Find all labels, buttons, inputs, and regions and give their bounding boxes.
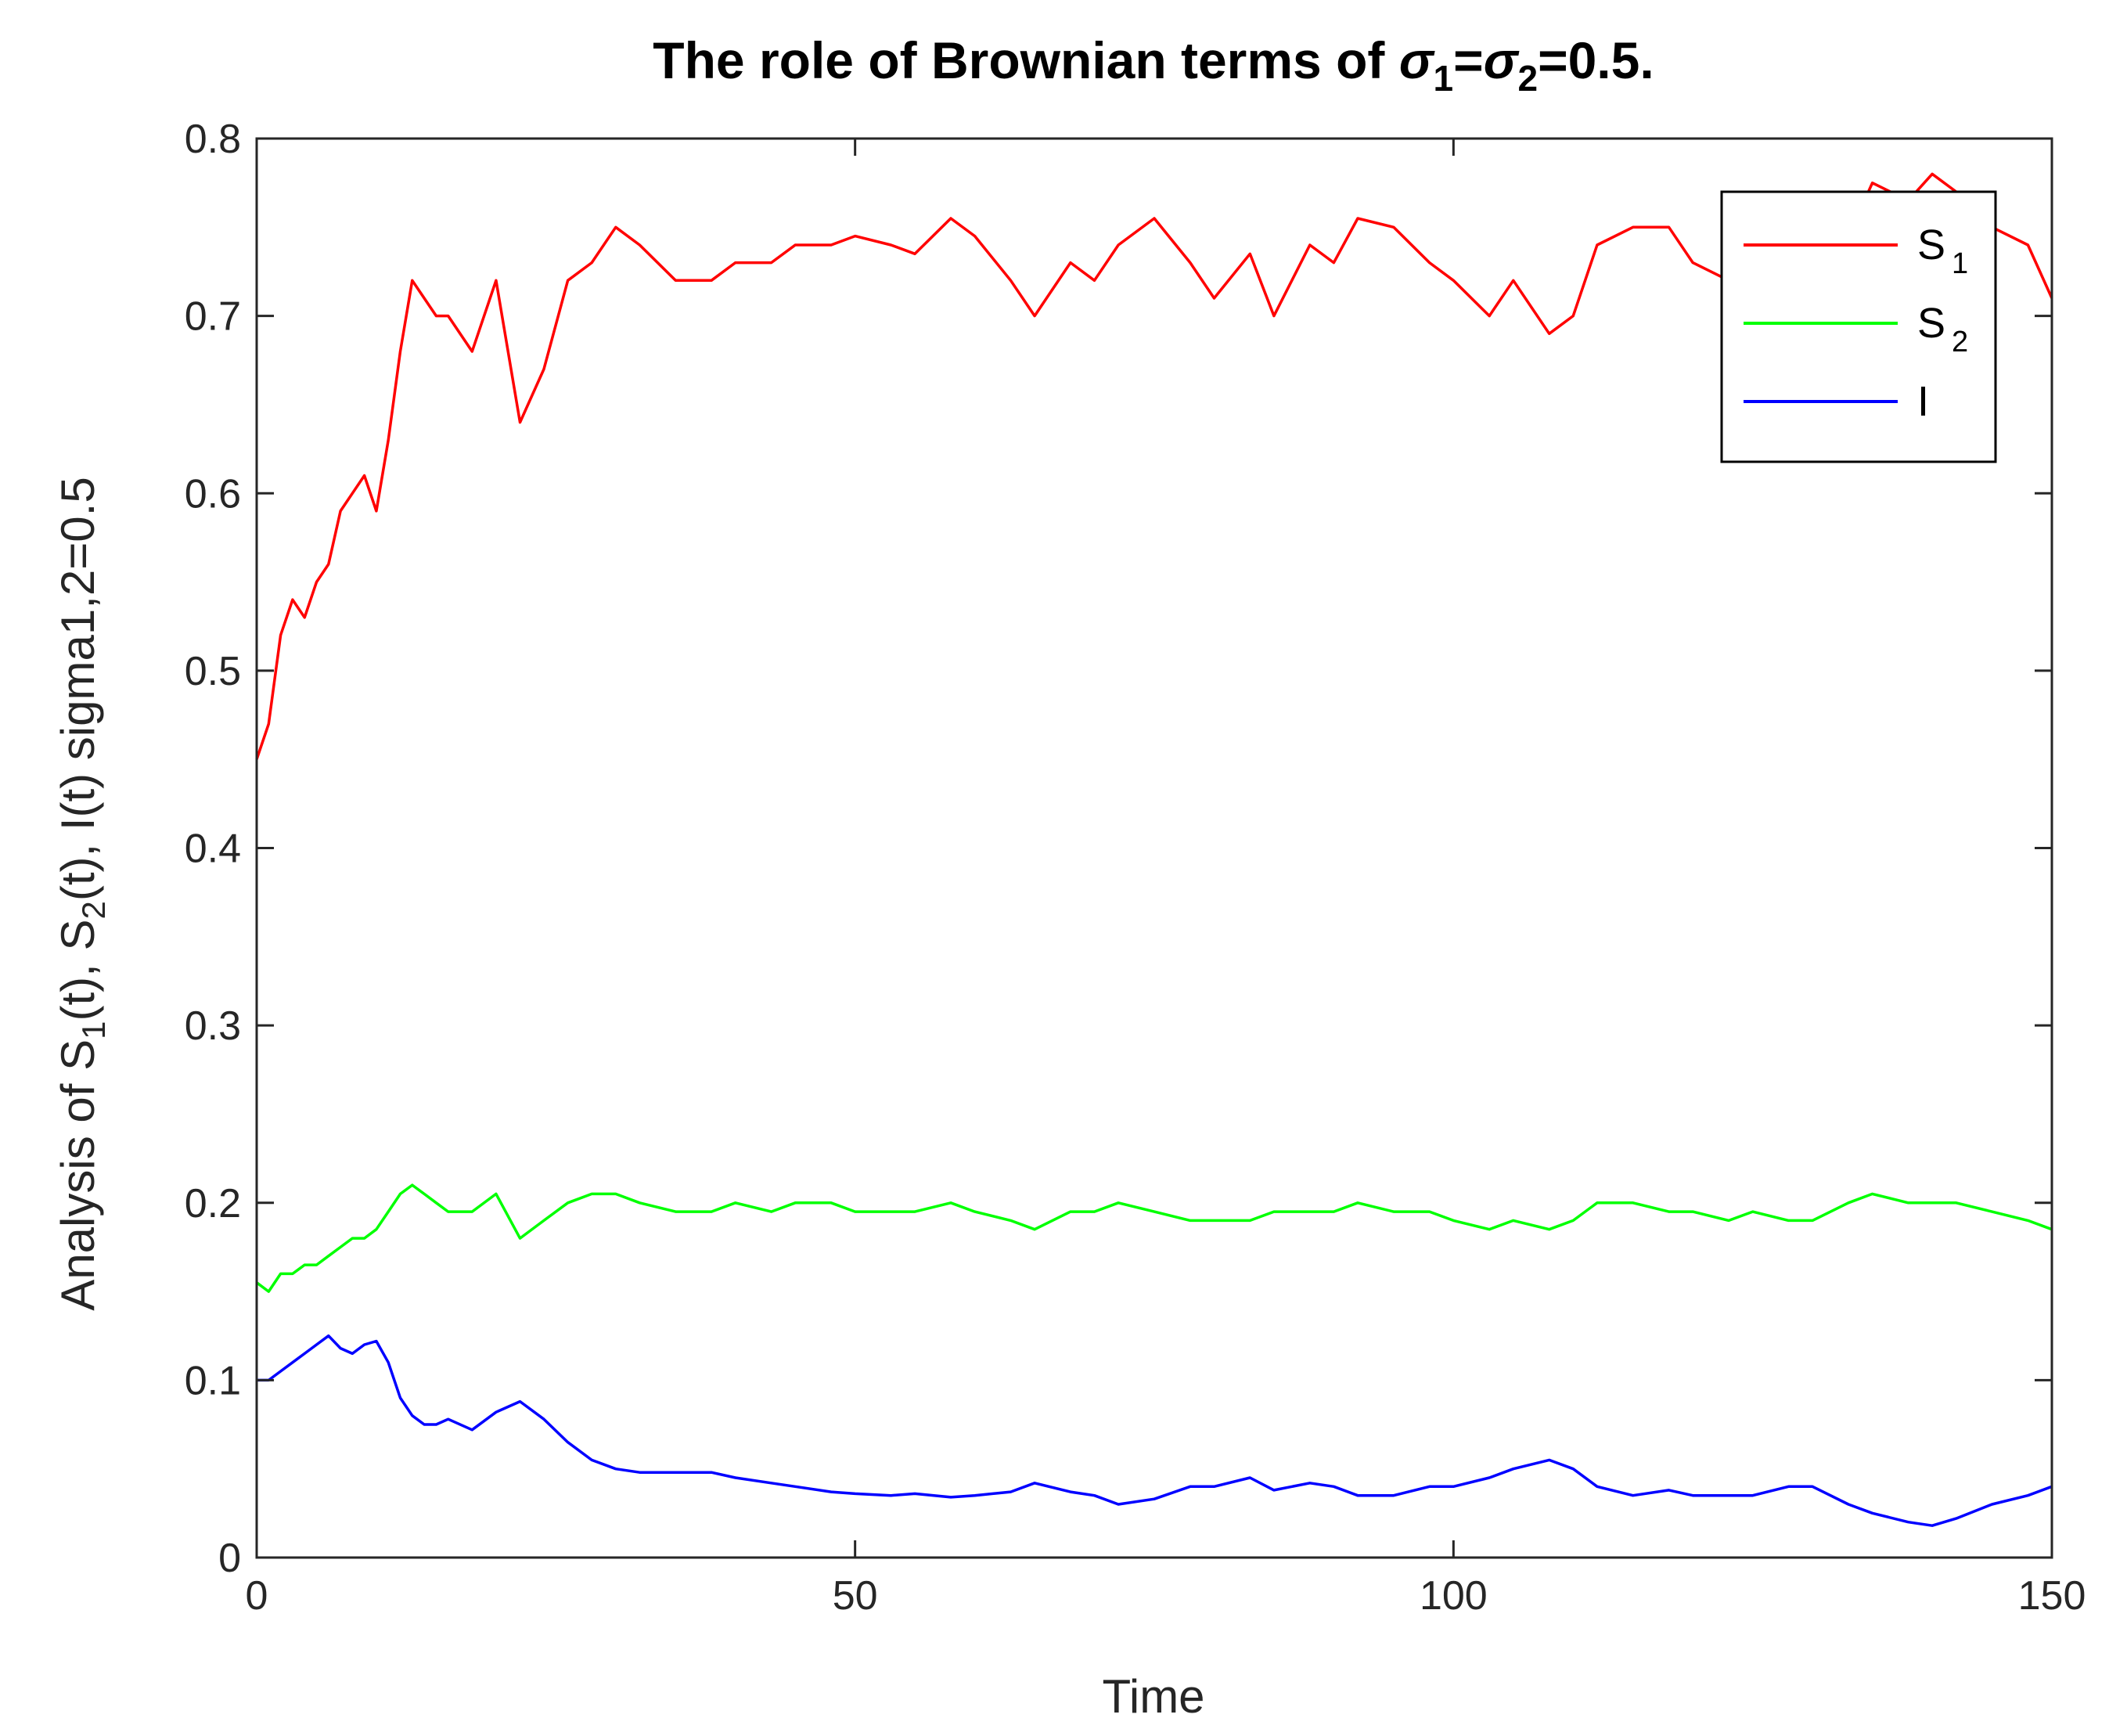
ylabel-part-1: Analysis of S <box>52 1039 104 1311</box>
legend-label-3: I <box>1917 378 1929 425</box>
y-tick-label: 0 <box>218 1536 241 1581</box>
x-tick-label: 0 <box>246 1573 268 1619</box>
title-prefix: The role of Brownian terms of <box>653 31 1398 89</box>
series-line-1 <box>255 172 2053 760</box>
title-sigma-2: σ <box>1484 31 1520 89</box>
y-tick-label: 0.3 <box>185 1003 241 1049</box>
y-axis-label: Analysis of S1(t), S2(t), I(t) sigma1,2=… <box>52 477 112 1310</box>
y-tick-label: 0.4 <box>185 827 241 872</box>
x-tick-label: 150 <box>2018 1573 2086 1619</box>
ticks: 0 50 100 150 0 0.1 0.2 0.3 0.4 0.5 0.6 0.7 0.8 <box>185 117 2086 1619</box>
legend: S 1 S 2 I <box>1720 190 1997 463</box>
ylabel-part-2: (t), S <box>52 920 104 1021</box>
title-sigma-1: σ <box>1399 31 1435 89</box>
y-tick-label: 0.7 <box>185 294 241 340</box>
x-axis-label: Time <box>1102 1670 1204 1723</box>
x-tick-label: 100 <box>1420 1573 1488 1619</box>
title-sub-1: 1 <box>1434 58 1454 99</box>
chart-title: The role of Brownian terms of σ1=σ2=0.5. <box>653 31 1654 99</box>
y-tick-label: 0.5 <box>185 649 241 694</box>
y-tick-label: 0.2 <box>185 1181 241 1226</box>
y-tick-label: 0.1 <box>185 1358 241 1403</box>
ylabel-sub-2: 2 <box>75 901 112 919</box>
ylabel-sub-1: 1 <box>75 1021 112 1039</box>
x-tick-label: 50 <box>833 1573 878 1619</box>
legend-box <box>1720 190 1997 463</box>
series-line-3 <box>257 1334 2053 1527</box>
title-suffix: =0.5. <box>1538 31 1654 89</box>
y-tick-label: 0.8 <box>185 117 241 162</box>
title-equals: = <box>1453 31 1484 89</box>
series-line-2 <box>255 1183 2053 1293</box>
ylabel-part-3: (t), I(t) sigma1,2=0.5 <box>52 477 104 901</box>
title-sub-2: 2 <box>1517 58 1538 99</box>
y-tick-label: 0.6 <box>185 471 241 517</box>
plot-lines <box>255 172 2053 1527</box>
